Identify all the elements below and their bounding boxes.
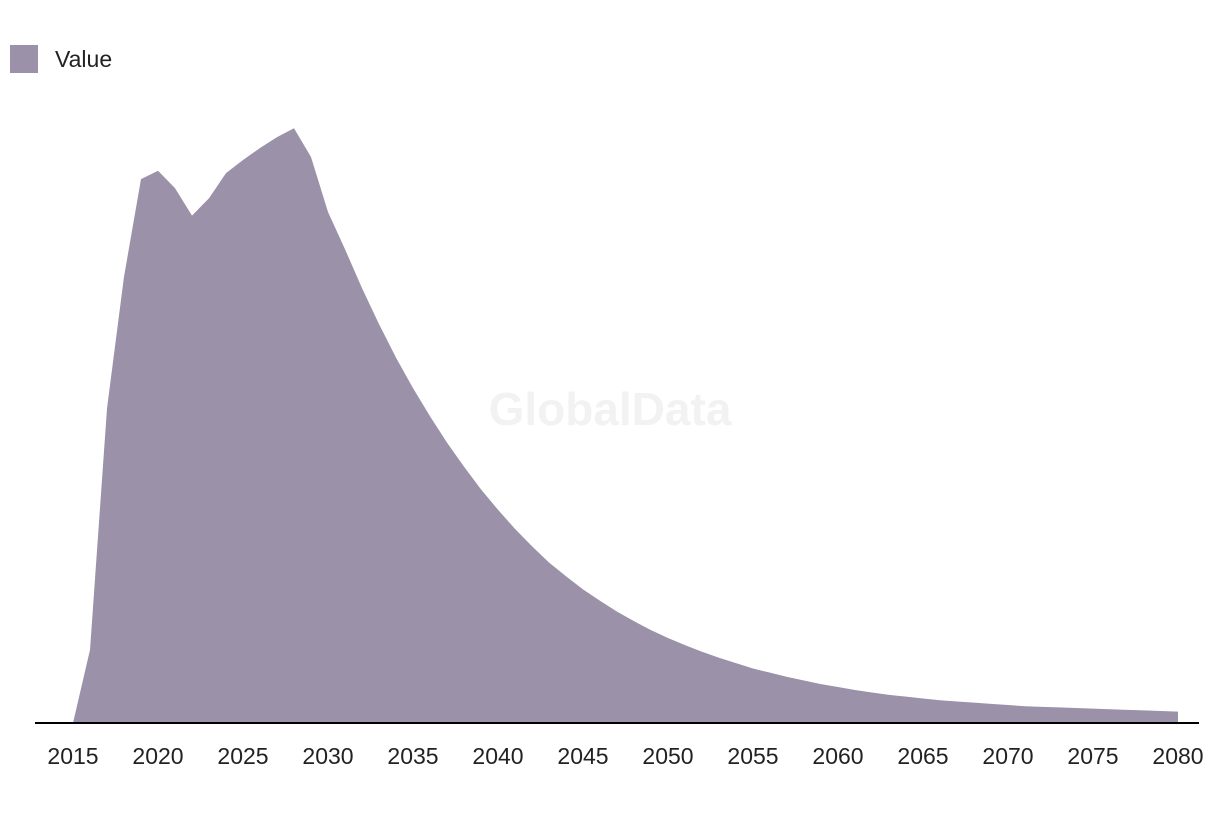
x-tick-label: 2030: [302, 743, 353, 769]
x-tick-label: 2020: [132, 743, 183, 769]
x-tick-label: 2045: [557, 743, 608, 769]
x-tick-label: 2040: [472, 743, 523, 769]
x-axis-ticks: 2015 2020 2025 2030 2035 2040 2045 2050 2055 2060…: [47, 743, 1203, 769]
x-tick-label: 2065: [897, 743, 948, 769]
x-tick-label: 2025: [217, 743, 268, 769]
watermark: GlobalData: [489, 383, 732, 435]
legend-label: Value: [55, 45, 113, 72]
x-tick-label: 2080: [1152, 743, 1203, 769]
legend-swatch: [10, 45, 38, 73]
x-tick-label: 2070: [982, 743, 1033, 769]
legend: Value: [10, 45, 112, 73]
x-tick-label: 2055: [727, 743, 778, 769]
x-tick-label: 2015: [47, 743, 98, 769]
x-tick-label: 2050: [642, 743, 693, 769]
series-area-value: [73, 128, 1178, 723]
x-tick-label: 2075: [1067, 743, 1118, 769]
series-layer: [73, 128, 1178, 723]
x-tick-label: 2060: [812, 743, 863, 769]
x-tick-label: 2035: [387, 743, 438, 769]
